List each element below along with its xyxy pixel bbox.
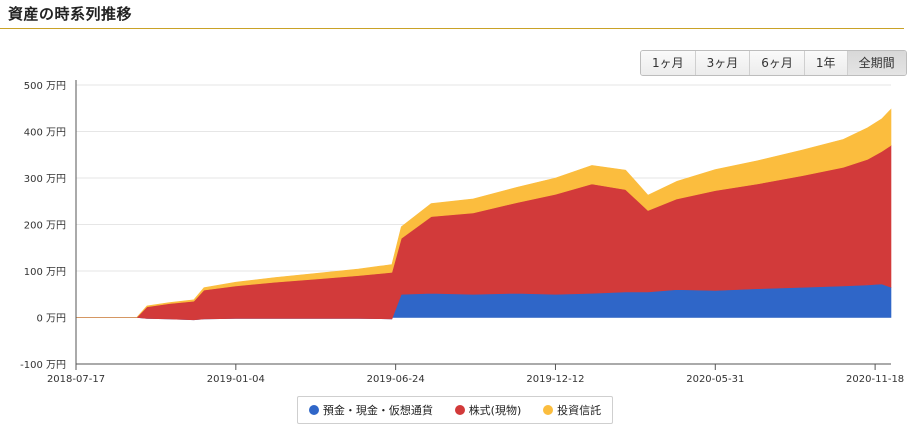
legend-label-funds: 投資信託 bbox=[557, 404, 602, 417]
legend-dot-funds bbox=[543, 405, 554, 415]
legend-label-stocks: 株式(現物) bbox=[468, 404, 522, 417]
y-tick-label: 500 万円 bbox=[24, 81, 66, 92]
area-layer bbox=[76, 108, 892, 321]
x-tick-label: 2019-01-04 bbox=[207, 374, 265, 385]
x-tick-label: 2019-12-12 bbox=[526, 374, 584, 385]
axis-layer: -100 万円 0 万円 100 万円 200 万円 300 万円 400 万円 500 万… bbox=[20, 80, 904, 385]
range-button-all-time[interactable]: 全期間 bbox=[847, 51, 906, 75]
range-button-1-month[interactable]: 1ヶ月 bbox=[641, 51, 696, 75]
series-area-funds bbox=[76, 108, 892, 318]
range-button-6-months[interactable]: 6ヶ月 bbox=[750, 51, 805, 75]
y-tick-label: 300 万円 bbox=[24, 174, 66, 185]
x-tick-label: 2020-05-31 bbox=[686, 374, 744, 385]
x-tick-label: 2020-11-18 bbox=[846, 374, 904, 385]
range-button-3-months[interactable]: 3ヶ月 bbox=[695, 51, 751, 75]
legend-label-cash: 預金・現金・仮想通貨 bbox=[322, 404, 433, 417]
y-tick-label: 400 万円 bbox=[24, 128, 66, 139]
x-tick-label: 2019-06-24 bbox=[367, 374, 425, 385]
y-tick-label: 200 万円 bbox=[24, 221, 66, 232]
x-tick-label: 2018-07-17 bbox=[47, 374, 105, 385]
page-title: 資産の時系列推移 bbox=[8, 5, 133, 23]
legend-dot-cash bbox=[308, 405, 319, 415]
chart-legend: 預金・現金・仮想通貨 株式(現物) 投資信託 bbox=[297, 396, 613, 424]
range-button-1-year[interactable]: 1年 bbox=[804, 51, 848, 75]
y-tick-label: 0 万円 bbox=[36, 314, 66, 325]
legend-dot-stocks bbox=[454, 405, 465, 415]
page-header: 資産の時系列推移 bbox=[0, 0, 904, 29]
legend-item-stocks[interactable]: 株式(現物) bbox=[454, 402, 522, 418]
y-tick-label: 100 万円 bbox=[24, 267, 66, 278]
legend-item-funds[interactable]: 投資信託 bbox=[543, 402, 601, 418]
legend-item-cash[interactable]: 預金・現金・仮想通貨 bbox=[308, 402, 433, 418]
range-button-group: 1ヶ月 3ヶ月 6ヶ月 1年 全期間 bbox=[640, 50, 907, 76]
y-tick-label: -100 万円 bbox=[20, 360, 66, 371]
